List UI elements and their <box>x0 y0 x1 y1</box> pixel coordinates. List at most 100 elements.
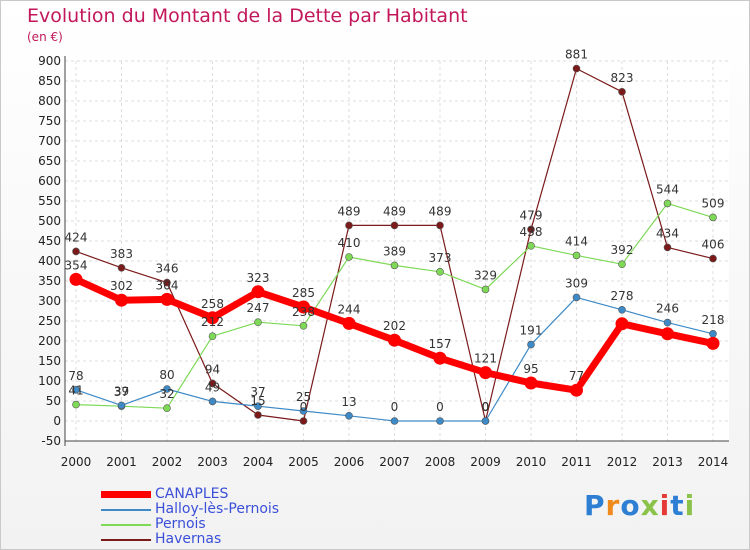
data-label: 121 <box>474 352 497 366</box>
data-label: 32 <box>159 387 174 401</box>
y-tick-label: 500 <box>38 214 61 228</box>
y-tick-label: 650 <box>38 154 61 168</box>
logo-letter: P <box>584 489 606 522</box>
data-point <box>572 251 581 260</box>
x-tick-label: 2000 <box>61 455 92 469</box>
data-label: 285 <box>292 286 315 300</box>
data-label: 302 <box>110 279 133 293</box>
data-point <box>709 329 717 338</box>
x-tick-label: 2010 <box>516 455 547 469</box>
legend-label: Pernois <box>155 516 206 532</box>
data-label: 13 <box>341 395 356 409</box>
data-point <box>663 318 672 327</box>
data-label: 37 <box>114 385 129 399</box>
chart-title: Evolution du Montant de la Dette par Hab… <box>27 5 468 27</box>
data-label: 78 <box>68 369 83 383</box>
data-point <box>163 385 171 393</box>
data-label: 49 <box>205 380 220 394</box>
data-point <box>254 318 262 327</box>
chart-subtitle: (en €) <box>27 30 63 44</box>
y-tick-label: 900 <box>38 54 61 68</box>
x-tick-label: 2008 <box>425 455 456 469</box>
data-point <box>433 351 447 365</box>
data-point <box>206 311 219 325</box>
data-label-layer: 354 302 304 258 323 285 244 202 157 121 95 77 78 39 80… <box>65 48 725 414</box>
plot-background <box>65 61 729 441</box>
data-point <box>345 221 353 230</box>
proxiti-logo: Proxiti <box>584 489 695 522</box>
y-tick-label: 850 <box>38 74 61 88</box>
data-point <box>527 242 535 250</box>
x-tick-label: 2009 <box>470 455 501 469</box>
data-label: 0 <box>482 400 490 414</box>
data-point <box>163 404 171 413</box>
data-point <box>572 293 581 302</box>
data-point <box>436 417 444 425</box>
data-label: 329 <box>474 268 497 282</box>
logo-letter: t <box>670 489 685 522</box>
data-point <box>618 260 626 269</box>
data-label: 244 <box>338 302 361 316</box>
data-point <box>345 253 353 261</box>
series-layer <box>69 64 720 425</box>
data-point <box>345 411 353 420</box>
data-label: 0 <box>436 400 444 414</box>
data-label: 157 <box>429 337 452 351</box>
data-label: 414 <box>565 234 588 248</box>
data-point <box>342 316 356 330</box>
logo-letter: i <box>684 489 696 522</box>
data-point <box>570 383 583 397</box>
data-label: 489 <box>383 204 406 218</box>
x-tick-label: 2001 <box>106 455 137 469</box>
data-point <box>527 340 535 349</box>
y-tick-label: 300 <box>38 294 61 308</box>
data-label: 309 <box>565 276 588 290</box>
data-label: 246 <box>656 302 679 316</box>
data-label: 392 <box>611 243 634 257</box>
y-tick-label: 550 <box>38 194 61 208</box>
data-point <box>69 272 83 286</box>
data-point <box>572 64 581 73</box>
data-label: 39 <box>114 384 129 398</box>
data-label: 94 <box>205 362 220 376</box>
data-point <box>663 243 672 252</box>
data-point <box>72 385 80 394</box>
x-tick-label: 2013 <box>652 455 683 469</box>
y-tick-label: 100 <box>38 374 61 388</box>
data-point <box>117 401 126 410</box>
grid-layer <box>65 60 729 442</box>
y-tick-label: 350 <box>38 274 61 288</box>
axis-layer: -500501001502002503003504004505005506006… <box>38 54 729 469</box>
data-label: 278 <box>611 289 634 303</box>
data-point <box>72 400 80 409</box>
data-point <box>390 261 399 270</box>
x-tick-label: 2005 <box>288 455 319 469</box>
data-label: 0 <box>391 400 399 414</box>
data-point <box>163 278 171 287</box>
data-point <box>524 376 538 390</box>
data-label: 424 <box>65 230 88 244</box>
data-point <box>72 247 80 256</box>
y-tick-label: 450 <box>38 234 61 248</box>
legend-label: CANAPLES <box>155 486 229 502</box>
data-label: 434 <box>656 226 679 240</box>
data-label: 212 <box>201 315 224 329</box>
legend-swatch <box>101 524 151 526</box>
data-point <box>481 285 490 294</box>
data-point <box>254 402 262 411</box>
data-label: 323 <box>247 271 270 285</box>
data-point <box>297 300 310 314</box>
data-label: 218 <box>702 313 725 327</box>
data-label: 509 <box>702 196 725 210</box>
data-point <box>481 417 490 425</box>
data-label: 823 <box>611 71 634 85</box>
data-label: 247 <box>247 301 270 315</box>
data-label: 238 <box>292 305 315 319</box>
data-label: 544 <box>656 182 679 196</box>
data-point <box>251 285 265 299</box>
y-tick-label: 200 <box>38 334 61 348</box>
data-point <box>663 199 672 208</box>
x-tick-label: 2011 <box>561 455 592 469</box>
